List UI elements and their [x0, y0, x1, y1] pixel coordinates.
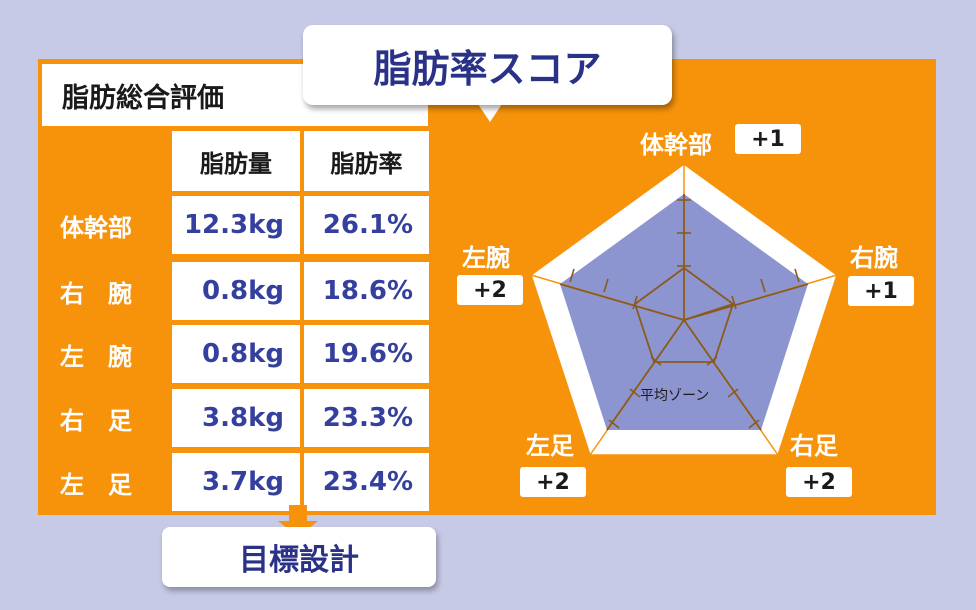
trunk-score-badge: +1: [735, 124, 801, 154]
right-arm-fat-rate: 18.6%: [304, 262, 429, 320]
callout-pointer: [478, 104, 502, 122]
down-arrow-icon: [289, 505, 307, 523]
row-label-right-arm: 右 腕: [60, 279, 132, 308]
row-label-right-leg: 右 足: [60, 406, 132, 435]
header-fat-rate: 脂肪率: [304, 131, 429, 191]
trunk-fat-rate: 26.1%: [304, 196, 429, 254]
right-leg-fat-rate: 23.3%: [304, 389, 429, 447]
axis-label-trunk: 体幹部: [640, 131, 712, 159]
axis-label-right-leg: 右足: [790, 432, 838, 460]
average-zone-label: 平均ゾーン: [640, 388, 710, 404]
fat-rate-score-title: 脂肪率スコア: [303, 25, 672, 105]
axis-label-left-leg: 左足: [526, 432, 574, 460]
left-leg-fat-rate: 23.4%: [304, 453, 429, 511]
right-arm-score-badge: +1: [848, 276, 914, 306]
left-arm-fat-rate: 19.6%: [304, 325, 429, 383]
right-leg-score-badge: +2: [786, 467, 852, 497]
left-arm-fat-mass: 0.8kg: [172, 325, 300, 383]
right-leg-fat-mass: 3.8kg: [172, 389, 300, 447]
radar-ticks: [569, 199, 800, 429]
header-fat-mass: 脂肪量: [172, 131, 300, 191]
trunk-fat-mass: 12.3kg: [172, 196, 300, 254]
left-leg-fat-mass: 3.7kg: [172, 453, 300, 511]
row-label-trunk: 体幹部: [60, 213, 132, 242]
row-label-left-arm: 左 腕: [60, 342, 132, 371]
radar-grid: [559, 194, 809, 431]
left-arm-score-badge: +2: [457, 275, 523, 305]
axis-label-left-arm: 左腕: [462, 244, 510, 272]
row-label-left-leg: 左 足: [60, 470, 132, 499]
axis-label-right-arm: 右腕: [850, 244, 898, 272]
right-arm-fat-mass: 0.8kg: [172, 262, 300, 320]
left-leg-score-badge: +2: [520, 467, 586, 497]
goal-design-button[interactable]: 目標設計: [162, 527, 436, 587]
